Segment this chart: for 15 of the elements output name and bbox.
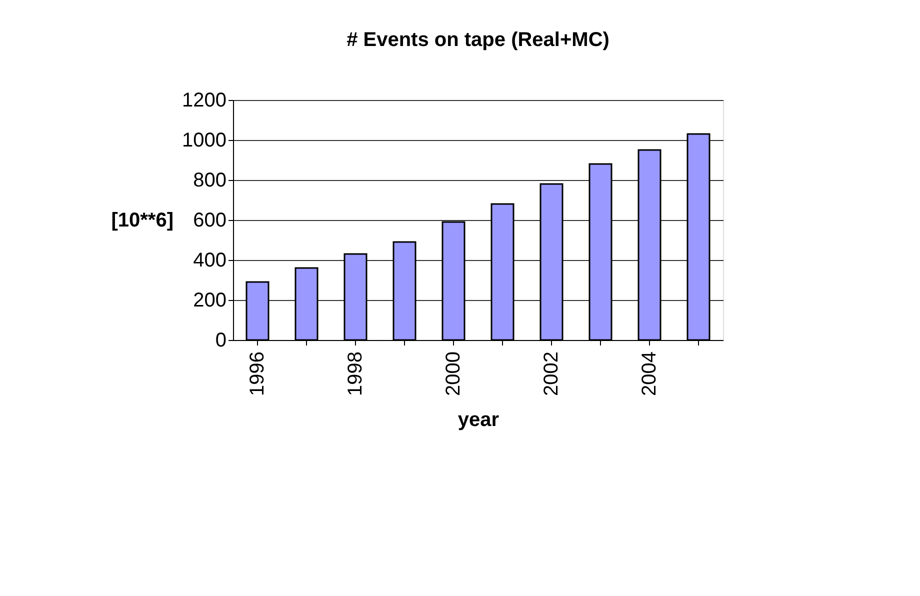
y-tick-label: 1000 — [182, 130, 226, 152]
x-tick-label: 2004 — [638, 352, 660, 396]
y-axis-title: [10**6] — [111, 210, 174, 232]
y-tick-label: 1200 — [182, 90, 226, 112]
y-tick-label: 200 — [193, 290, 226, 312]
y-tick-label: 600 — [193, 210, 226, 232]
x-axis-title: year — [458, 408, 500, 431]
chart-title: # Events on tape (Real+MC) — [346, 29, 610, 51]
x-tick-label: 1998 — [344, 352, 366, 396]
y-tick-label: 800 — [193, 170, 226, 192]
y-tick-label: 0 — [215, 330, 226, 352]
y-tick-label: 400 — [193, 250, 226, 272]
x-tick-label: 1996 — [246, 352, 268, 396]
x-tick-label: 2000 — [442, 352, 464, 396]
x-tick-label: 2002 — [540, 352, 562, 396]
